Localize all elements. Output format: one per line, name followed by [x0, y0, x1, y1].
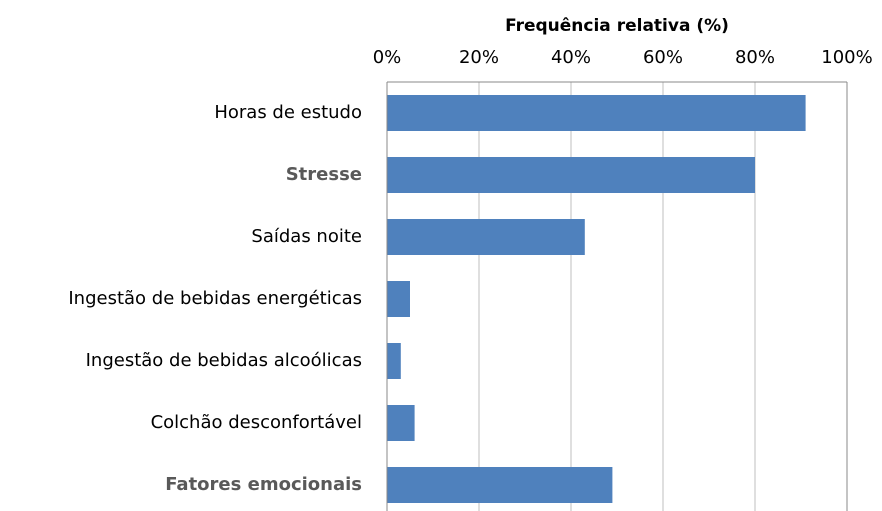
- y-tick-label: Colchão desconfortável: [151, 412, 362, 433]
- bar: [387, 343, 401, 379]
- y-tick-label: Saídas noite: [251, 226, 362, 247]
- x-tick-label: 0%: [373, 47, 402, 68]
- y-tick-label: Horas de estudo: [214, 102, 362, 123]
- axis-title: Frequência relativa (%): [505, 16, 729, 36]
- bar: [387, 157, 755, 193]
- bar: [387, 95, 806, 131]
- y-tick-label: Ingestão de bebidas energéticas: [68, 288, 362, 309]
- bar: [387, 219, 585, 255]
- x-tick-label: 20%: [459, 47, 499, 68]
- bar: [387, 467, 613, 503]
- bar: [387, 281, 410, 317]
- x-tick-label: 40%: [551, 47, 591, 68]
- x-tick-label: 80%: [735, 47, 775, 68]
- y-tick-label: Fatores emocionais: [165, 474, 362, 495]
- x-tick-label: 60%: [643, 47, 683, 68]
- y-tick-label: Stresse: [286, 164, 362, 185]
- bar: [387, 405, 415, 441]
- y-tick-label: Ingestão de bebidas alcoólicas: [86, 350, 362, 371]
- x-tick-label: 100%: [821, 47, 872, 68]
